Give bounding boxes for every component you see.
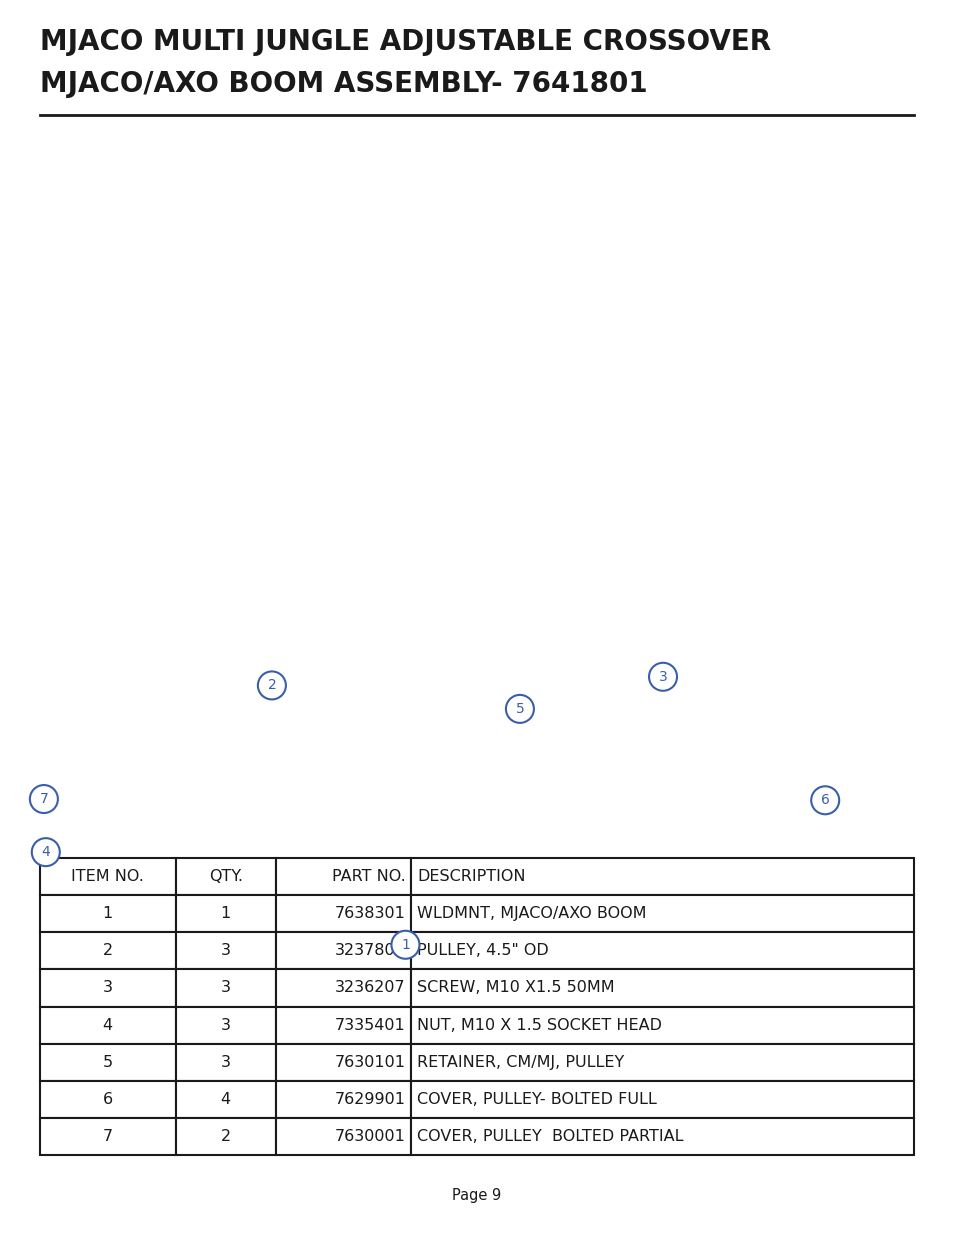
Bar [411,1007,913,1044]
Text: MJACO/AXO BOOM ASSEMBLY- 7641801: MJACO/AXO BOOM ASSEMBLY- 7641801 [40,70,647,98]
Text: COVER, PULLEY  BOLTED PARTIAL: COVER, PULLEY BOLTED PARTIAL [417,1129,683,1144]
Bar [275,895,411,932]
Text: 2: 2 [267,678,276,693]
Text: 7335401: 7335401 [335,1018,405,1032]
Bar [411,895,913,932]
Text: 7630001: 7630001 [335,1129,405,1144]
Text: 1: 1 [103,906,112,921]
Bar [40,969,175,1007]
Bar [175,1081,275,1118]
Text: 1: 1 [220,906,231,921]
Text: NUT, M10 X 1.5 SOCKET HEAD: NUT, M10 X 1.5 SOCKET HEAD [417,1018,661,1032]
Bar [40,858,175,895]
Text: Page 9: Page 9 [452,1188,501,1203]
Bar [411,932,913,969]
Bar [275,969,411,1007]
Text: PULLEY, 4.5" OD: PULLEY, 4.5" OD [417,944,549,958]
Bar [275,932,411,969]
Text: 2: 2 [220,1129,231,1144]
Bar [175,858,275,895]
Circle shape [505,695,534,722]
Text: MJACO MULTI JUNGLE ADJUSTABLE CROSSOVER: MJACO MULTI JUNGLE ADJUSTABLE CROSSOVER [40,28,770,56]
Text: PART NO.: PART NO. [332,869,405,884]
Text: WLDMNT, MJACO/AXO BOOM: WLDMNT, MJACO/AXO BOOM [417,906,646,921]
Text: DESCRIPTION: DESCRIPTION [417,869,525,884]
Text: 3: 3 [220,981,231,995]
Bar [275,1118,411,1155]
Circle shape [648,663,677,690]
Bar [175,895,275,932]
Bar [275,1081,411,1118]
Bar [40,1007,175,1044]
Text: RETAINER, CM/MJ, PULLEY: RETAINER, CM/MJ, PULLEY [417,1055,624,1070]
Text: QTY.: QTY. [209,869,242,884]
Circle shape [31,839,60,866]
Text: 1: 1 [400,937,410,952]
Text: 3: 3 [220,944,231,958]
Bar [175,932,275,969]
Circle shape [391,931,419,958]
Text: 6: 6 [103,1092,112,1107]
Text: 3: 3 [220,1055,231,1070]
Bar [275,1007,411,1044]
Bar [411,858,913,895]
Bar [175,1007,275,1044]
Circle shape [257,672,286,699]
Bar [411,969,913,1007]
Text: 4: 4 [220,1092,231,1107]
Bar [40,1081,175,1118]
Text: 7: 7 [39,792,49,806]
Text: 3237801: 3237801 [335,944,405,958]
Text: SCREW, M10 X1.5 50MM: SCREW, M10 X1.5 50MM [417,981,615,995]
Bar [40,895,175,932]
Text: 5: 5 [515,701,524,716]
Bar [411,1081,913,1118]
Text: 7: 7 [103,1129,112,1144]
Text: 3: 3 [220,1018,231,1032]
Bar [175,969,275,1007]
Text: 7638301: 7638301 [335,906,405,921]
Bar [40,1044,175,1081]
Bar [411,1118,913,1155]
Text: 6: 6 [820,793,829,808]
Text: 3236207: 3236207 [335,981,405,995]
Text: 2: 2 [103,944,112,958]
Text: 5: 5 [103,1055,112,1070]
Bar [40,932,175,969]
Text: 7629901: 7629901 [335,1092,405,1107]
Bar [275,858,411,895]
Text: COVER, PULLEY- BOLTED FULL: COVER, PULLEY- BOLTED FULL [417,1092,657,1107]
Text: 3: 3 [103,981,112,995]
Circle shape [810,787,839,814]
Bar [175,1044,275,1081]
Circle shape [30,785,58,813]
Text: 3: 3 [658,669,667,684]
Text: 4: 4 [103,1018,112,1032]
Text: 4: 4 [41,845,51,860]
Bar [411,1044,913,1081]
Bar [175,1118,275,1155]
Text: 7630101: 7630101 [335,1055,405,1070]
Bar [275,1044,411,1081]
Text: ITEM NO.: ITEM NO. [71,869,144,884]
Bar [40,1118,175,1155]
